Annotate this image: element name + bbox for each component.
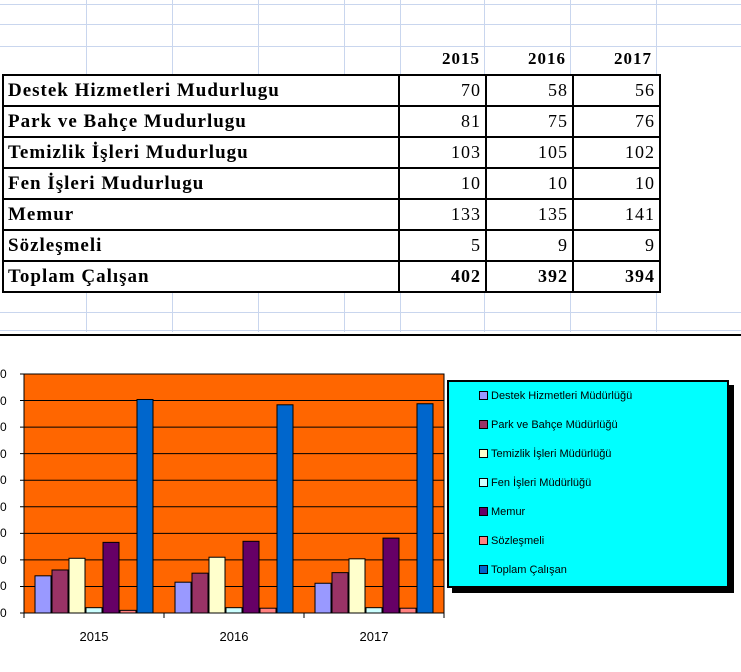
year-header-2017[interactable]: 2017 bbox=[614, 49, 652, 68]
bar-0-1 bbox=[174, 581, 192, 614]
bar-3-0 bbox=[85, 607, 103, 614]
value-cell[interactable]: 10 bbox=[398, 167, 487, 200]
row-label[interactable]: Temizlik İşleri Mudurlugu bbox=[2, 136, 400, 169]
value-cell[interactable]: 9 bbox=[485, 229, 574, 262]
bar-3-1 bbox=[225, 607, 243, 614]
legend-label: Toplam Çalışan bbox=[491, 564, 567, 576]
legend-item[interactable]: Toplam Çalışan bbox=[479, 564, 567, 576]
table-row: Memur 133 135 141 bbox=[2, 198, 661, 231]
row-label[interactable]: Fen İşleri Mudurlugu bbox=[2, 167, 400, 200]
y-tick-label: 0 bbox=[0, 499, 7, 514]
value-cell[interactable]: 81 bbox=[398, 105, 487, 138]
x-tick-label: 2017 bbox=[359, 629, 389, 644]
y-tick-label: 0 bbox=[0, 420, 7, 435]
x-tick-label: 2016 bbox=[219, 629, 249, 644]
value-cell[interactable]: 10 bbox=[485, 167, 574, 200]
y-tick-label: 0 bbox=[0, 446, 7, 461]
legend-item[interactable]: Memur bbox=[479, 506, 525, 518]
bar-6-2 bbox=[416, 403, 434, 614]
legend-swatch bbox=[479, 506, 488, 516]
legend-item[interactable]: Sözleşmeli bbox=[479, 535, 544, 547]
legend-label: Sözleşmeli bbox=[491, 535, 545, 547]
row-label[interactable]: Toplam Çalışan bbox=[2, 260, 400, 293]
value-cell[interactable]: 56 bbox=[572, 74, 661, 107]
legend-swatch bbox=[479, 390, 488, 400]
value-cell[interactable]: 133 bbox=[398, 198, 487, 231]
y-tick-label: 0 bbox=[0, 473, 7, 488]
value-cell[interactable]: 9 bbox=[572, 229, 661, 262]
value-cell[interactable]: 76 bbox=[572, 105, 661, 138]
y-tick-label: 0 bbox=[0, 367, 7, 381]
value-cell[interactable]: 141 bbox=[572, 198, 661, 231]
bar-1-1 bbox=[191, 572, 209, 614]
bar-4-1 bbox=[242, 540, 260, 614]
legend-label: Memur bbox=[491, 506, 526, 518]
legend-item[interactable]: Park ve Bahçe Müdürlüğü bbox=[479, 419, 618, 431]
bar-1-2 bbox=[331, 572, 349, 614]
y-tick-label: 0 bbox=[0, 526, 7, 541]
bar-6-1 bbox=[276, 404, 294, 614]
value-cell[interactable]: 5 bbox=[398, 229, 487, 262]
value-cell[interactable]: 103 bbox=[398, 136, 487, 169]
y-tick-label: 0 bbox=[0, 552, 7, 567]
bar-4-0 bbox=[102, 541, 120, 614]
value-cell[interactable]: 135 bbox=[485, 198, 574, 231]
bar-5-2 bbox=[399, 607, 417, 614]
table-row: Park ve Bahçe Mudurlugu 81 75 76 bbox=[2, 105, 661, 138]
row-label[interactable]: Park ve Bahçe Mudurlugu bbox=[2, 105, 400, 138]
value-cell[interactable]: 10 bbox=[572, 167, 661, 200]
year-header-2016[interactable]: 2016 bbox=[528, 49, 566, 68]
legend-item[interactable]: Temizlik İşleri Müdürlüğü bbox=[479, 448, 611, 460]
bar-2-1 bbox=[208, 556, 226, 614]
row-label[interactable]: Memur bbox=[2, 198, 400, 231]
value-cell[interactable]: 392 bbox=[485, 260, 574, 293]
legend-item[interactable]: Destek Hizmetleri Müdürlüğü bbox=[479, 390, 632, 402]
table-row: Sözleşmeli 5 9 9 bbox=[2, 229, 661, 262]
chart-legend[interactable]: Destek Hizmetleri Müdürlüğü Park ve Bahçe… bbox=[447, 380, 729, 588]
bar-0-0 bbox=[34, 575, 52, 614]
legend-label: Fen İşleri Müdürlüğü bbox=[491, 477, 592, 489]
bar-5-0 bbox=[119, 609, 137, 614]
personnel-bar-chart[interactable] bbox=[0, 338, 741, 672]
row-label[interactable]: Sözleşmeli bbox=[2, 229, 400, 262]
legend-swatch bbox=[479, 419, 488, 429]
legend-item[interactable]: Fen İşleri Müdürlüğü bbox=[479, 477, 591, 489]
value-cell[interactable]: 102 bbox=[572, 136, 661, 169]
table-row: Temizlik İşleri Mudurlugu 103 105 102 bbox=[2, 136, 661, 169]
table-row: Fen İşleri Mudurlugu 10 10 10 bbox=[2, 167, 661, 200]
section-divider bbox=[0, 334, 741, 336]
row-label[interactable]: Destek Hizmetleri Mudurlugu bbox=[2, 74, 400, 107]
bar-5-1 bbox=[259, 607, 277, 614]
bar-3-2 bbox=[365, 607, 383, 614]
bar-1-0 bbox=[51, 569, 69, 614]
legend-label: Park ve Bahçe Müdürlüğü bbox=[491, 419, 618, 431]
y-tick-label: 0 bbox=[0, 393, 7, 408]
table-row: Destek Hizmetleri Mudurlugu 70 58 56 bbox=[2, 74, 661, 107]
bar-6-0 bbox=[136, 398, 154, 614]
value-cell[interactable]: 394 bbox=[572, 260, 661, 293]
plot-area bbox=[23, 373, 445, 614]
year-header-2015[interactable]: 2015 bbox=[442, 49, 480, 68]
legend-swatch bbox=[479, 448, 488, 458]
value-cell[interactable]: 105 bbox=[485, 136, 574, 169]
bar-4-2 bbox=[382, 537, 400, 614]
legend-label: Destek Hizmetleri Müdürlüğü bbox=[491, 390, 633, 402]
y-tick-label: 0 bbox=[0, 579, 7, 594]
value-cell[interactable]: 70 bbox=[398, 74, 487, 107]
bar-2-2 bbox=[348, 558, 366, 614]
legend-label: Temizlik İşleri Müdürlüğü bbox=[491, 448, 612, 460]
bar-0-2 bbox=[314, 582, 332, 614]
legend-swatch bbox=[479, 477, 488, 487]
legend-swatch bbox=[479, 564, 488, 574]
personnel-table: Destek Hizmetleri Mudurlugu 70 58 56 Park ve… bbox=[2, 74, 661, 293]
value-cell[interactable]: 402 bbox=[398, 260, 487, 293]
table-row: Toplam Çalışan 402 392 394 bbox=[2, 260, 661, 293]
y-tick-label: 0 bbox=[0, 606, 7, 620]
bar-2-0 bbox=[68, 557, 86, 614]
value-cell[interactable]: 58 bbox=[485, 74, 574, 107]
value-cell[interactable]: 75 bbox=[485, 105, 574, 138]
x-tick-label: 2015 bbox=[79, 629, 109, 644]
legend-swatch bbox=[479, 535, 488, 545]
